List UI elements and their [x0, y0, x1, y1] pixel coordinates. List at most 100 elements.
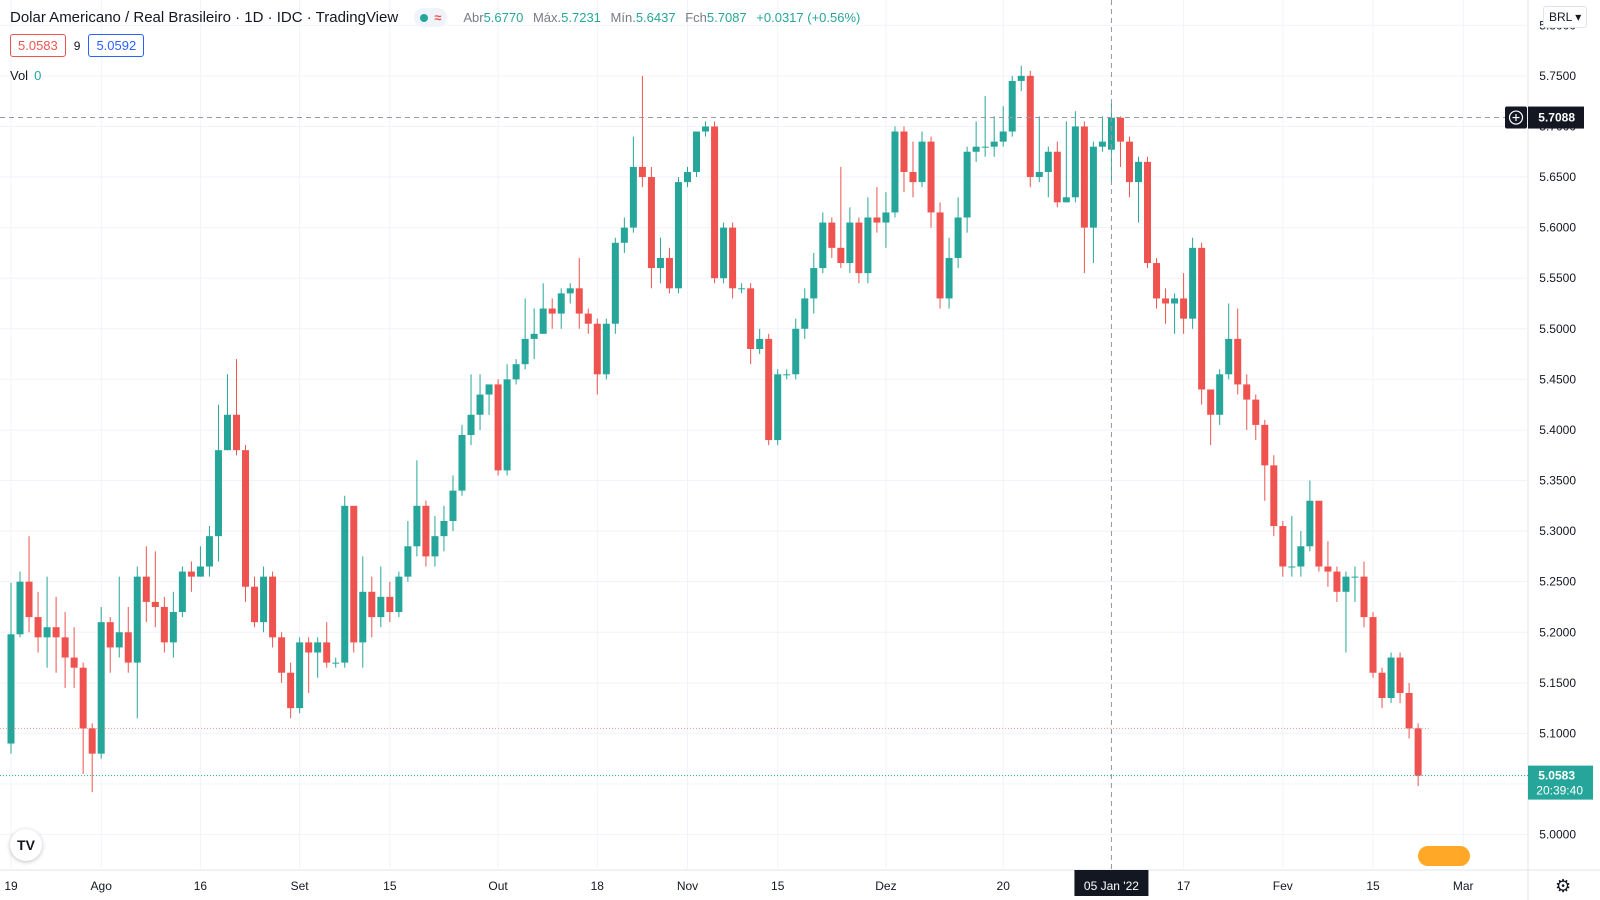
- candle-body: [566, 288, 574, 294]
- candle-body: [512, 364, 520, 380]
- candle-body: [34, 617, 42, 638]
- candle-body: [242, 450, 250, 587]
- candle-body: [1135, 161, 1142, 183]
- chevron-down-icon: ▾: [1571, 10, 1582, 24]
- volume-legend[interactable]: Vol 0: [10, 68, 41, 83]
- candle-body: [990, 141, 998, 147]
- sell-button[interactable]: 5.0583: [10, 34, 66, 57]
- candle-body: [693, 131, 701, 172]
- candle-body: [1153, 263, 1161, 299]
- market-open-dot-icon: [420, 13, 429, 22]
- candle-body: [196, 566, 204, 577]
- candle-body: [323, 642, 331, 663]
- candle-body: [1261, 424, 1269, 466]
- candle-body: [1035, 171, 1043, 178]
- x-tick-label: Fev: [1273, 879, 1293, 893]
- candle-body: [287, 672, 295, 709]
- buy-button[interactable]: 5.0592: [88, 34, 145, 57]
- x-tick-label: 19: [4, 879, 18, 893]
- candle-body: [1225, 338, 1233, 375]
- candle-body: [891, 131, 899, 213]
- crosshair-price-label: 5.7088: [1538, 111, 1575, 125]
- candle-body: [178, 571, 186, 613]
- crosshair-date-label-bg: [1074, 870, 1149, 896]
- candle-body: [115, 632, 123, 648]
- currency-selector[interactable]: BRL ▾: [1543, 6, 1588, 28]
- x-tick-label: Mar: [1453, 879, 1474, 893]
- candle-body: [611, 242, 619, 324]
- candle-body: [205, 536, 213, 567]
- candle-body: [575, 288, 583, 314]
- candle-body: [43, 627, 51, 638]
- candle-body: [1369, 617, 1377, 673]
- market-status-badge[interactable]: ≈: [414, 8, 448, 27]
- candle-body: [1414, 728, 1422, 776]
- candle-body: [729, 227, 737, 289]
- candle-body: [7, 634, 15, 744]
- candle-body: [133, 576, 141, 663]
- candle-body: [647, 177, 655, 269]
- candle-body: [656, 257, 664, 269]
- x-tick-label: Out: [488, 879, 508, 893]
- candle-body: [1098, 141, 1106, 147]
- candle-body: [1125, 141, 1133, 183]
- candle-body: [52, 627, 60, 638]
- candle-body: [1405, 692, 1413, 729]
- x-tick-label: Dez: [875, 879, 896, 893]
- y-tick-label: 5.5500: [1539, 271, 1576, 285]
- candle-body: [16, 581, 24, 635]
- candle-body: [765, 338, 773, 441]
- y-tick-label: 5.6000: [1539, 221, 1576, 235]
- candle-body: [1360, 576, 1368, 618]
- y-tick-label: 5.2500: [1539, 575, 1576, 589]
- ohlc-values: Abr5.6770 Máx.5.7231 Mín.5.6437 Fch5.708…: [463, 10, 866, 25]
- volume-label: Vol: [10, 68, 29, 83]
- crosshair-date-label: 05 Jan '22: [1084, 879, 1139, 893]
- flags-icon[interactable]: [1418, 846, 1470, 866]
- symbol-legend[interactable]: Dolar Americano / Real Brasileiro · 1D ·…: [10, 8, 866, 27]
- x-tick-label: 20: [997, 879, 1011, 893]
- candle-body: [386, 596, 394, 613]
- candle-body: [1387, 657, 1395, 699]
- low-value: 5.6437: [635, 10, 676, 25]
- close-label: Fch: [685, 10, 707, 25]
- candle-body: [927, 141, 935, 213]
- candle-body: [332, 662, 340, 664]
- candle-body: [999, 131, 1007, 142]
- candle-body: [1062, 197, 1070, 203]
- candle-body: [494, 384, 502, 471]
- countdown-label: 20:39:40: [1536, 784, 1583, 798]
- y-tick-label: 5.6500: [1539, 170, 1576, 184]
- tradingview-logo-icon[interactable]: TV: [10, 829, 42, 861]
- candle-body: [1342, 576, 1350, 592]
- candle-body: [368, 591, 376, 618]
- candle-body: [1017, 75, 1025, 81]
- candle-body: [602, 323, 610, 375]
- candle-body: [1270, 465, 1278, 527]
- candle-body: [1053, 151, 1061, 203]
- y-tick-label: 5.1500: [1539, 676, 1576, 690]
- candle-body: [909, 171, 917, 183]
- candle-body: [557, 293, 565, 314]
- candle-body: [1351, 576, 1359, 578]
- candle-body: [1315, 500, 1323, 567]
- candle-body: [963, 151, 971, 218]
- candle-body: [187, 571, 195, 577]
- wave-icon: ≈: [434, 10, 442, 25]
- candle-body: [702, 126, 710, 132]
- candle-body: [449, 490, 457, 521]
- candle-body: [548, 308, 556, 314]
- price-axis-background: [1528, 0, 1600, 900]
- y-tick-label: 5.0000: [1539, 828, 1576, 842]
- candle-body: [945, 257, 953, 299]
- candle-body: [684, 171, 691, 183]
- candle-body: [1297, 546, 1305, 567]
- candle-body: [467, 414, 475, 435]
- candle-body: [422, 505, 430, 557]
- candle-body: [260, 576, 268, 623]
- candle-body: [485, 384, 493, 395]
- gear-icon[interactable]: ⚙: [1555, 876, 1572, 896]
- candle-body: [1306, 500, 1314, 547]
- candle-body: [458, 435, 466, 491]
